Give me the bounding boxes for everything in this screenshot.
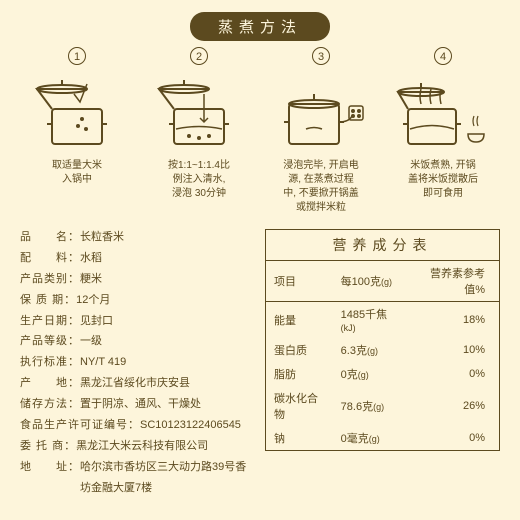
step-text: 浸泡完毕, 开启电源, 在蒸煮过程中, 不要掀开锅盖或搅拌米粒 bbox=[264, 159, 378, 215]
nutrition-table: 营养成分表 项目每100克(g)营养素参考值% 能量1485千焦(kJ)18%蛋… bbox=[265, 229, 500, 451]
nutri-amount: 78.6克(g) bbox=[333, 386, 407, 426]
spec-value: 粳米 bbox=[80, 269, 253, 290]
nutri-header: 每100克(g) bbox=[333, 261, 407, 302]
spec-label: 产品类别： bbox=[20, 269, 80, 290]
nutri-pct: 0% bbox=[406, 426, 499, 450]
step-illustration bbox=[20, 69, 134, 159]
step-text: 米饭煮熟, 开锅盖将米饭搅散后即可食用 bbox=[386, 159, 500, 201]
nutri-amount: 1485千焦(kJ) bbox=[333, 302, 407, 339]
spec-value: NY/T 419 bbox=[80, 352, 253, 373]
spec-value: 黑龙江大米云科技有限公司 bbox=[76, 436, 253, 457]
step-number: 3 bbox=[312, 47, 330, 65]
spec-value: 置于阴凉、通风、干燥处 bbox=[80, 394, 253, 415]
spec-label: 保 质 期： bbox=[20, 290, 76, 311]
nutri-amount: 0毫克(g) bbox=[333, 426, 407, 450]
spec-row: 执行标准：NY/T 419 bbox=[20, 352, 253, 373]
step-1: 1 取适量大米入锅中 bbox=[20, 47, 134, 215]
nutri-item: 脂肪 bbox=[266, 362, 333, 386]
spec-label: 储存方法： bbox=[20, 394, 80, 415]
spec-row: 产品类别：粳米 bbox=[20, 269, 253, 290]
nutri-row: 脂肪0克(g)0% bbox=[266, 362, 499, 386]
spec-label: 品 名： bbox=[20, 227, 80, 248]
spec-row: 食品生产许可证编号：SC10123122406545 bbox=[20, 415, 253, 436]
nutri-row: 能量1485千焦(kJ)18% bbox=[266, 302, 499, 339]
nutri-row: 钠0毫克(g)0% bbox=[266, 426, 499, 450]
spec-label: 产品等级： bbox=[20, 331, 80, 352]
nutri-pct: 0% bbox=[406, 362, 499, 386]
spec-value: SC10123122406545 bbox=[140, 415, 253, 436]
nutri-item: 能量 bbox=[266, 302, 333, 339]
spec-value: 见封口 bbox=[80, 311, 253, 332]
spec-row: 委 托 商：黑龙江大米云科技有限公司 bbox=[20, 436, 253, 457]
nutri-pct: 18% bbox=[406, 302, 499, 339]
spec-row: 配 料：水稻 bbox=[20, 248, 253, 269]
nutri-header: 项目 bbox=[266, 261, 333, 302]
step-number: 4 bbox=[434, 47, 452, 65]
step-text: 按1:1~1:1.4比例注入清水,浸泡 30分钟 bbox=[142, 159, 256, 201]
step-illustration bbox=[142, 69, 256, 159]
spec-row: 产 地：黑龙江省绥化市庆安县 bbox=[20, 373, 253, 394]
main-title: 蒸煮方法 bbox=[190, 12, 330, 41]
nutri-pct: 26% bbox=[406, 386, 499, 426]
spec-value: 长粒香米 bbox=[80, 227, 253, 248]
step-number: 1 bbox=[68, 47, 86, 65]
spec-label: 地 址： bbox=[20, 457, 80, 499]
nutri-item: 碳水化合物 bbox=[266, 386, 333, 426]
specs-list: 品 名：长粒香米配 料：水稻产品类别：粳米保 质 期：12个月生产日期：见封口产… bbox=[20, 227, 253, 499]
spec-row: 产品等级：一级 bbox=[20, 331, 253, 352]
nutri-pct: 10% bbox=[406, 338, 499, 362]
nutri-amount: 0克(g) bbox=[333, 362, 407, 386]
spec-value: 12个月 bbox=[76, 290, 253, 311]
spec-label: 生产日期： bbox=[20, 311, 80, 332]
nutri-header: 营养素参考值% bbox=[406, 261, 499, 302]
step-3: 3 浸泡完毕, 开启电源, 在蒸煮过程中, 不要掀开锅盖或搅拌米粒 bbox=[264, 47, 378, 215]
spec-label: 委 托 商： bbox=[20, 436, 76, 457]
step-2: 2 按1:1~1:1.4比例注入清水,浸泡 30分钟 bbox=[142, 47, 256, 215]
spec-label: 食品生产许可证编号： bbox=[20, 415, 140, 436]
nutri-amount: 6.3克(g) bbox=[333, 338, 407, 362]
spec-label: 产 地： bbox=[20, 373, 80, 394]
spec-row: 地 址：哈尔滨市香坊区三大动力路39号香坊金融大厦7楼 bbox=[20, 457, 253, 499]
step-number: 2 bbox=[190, 47, 208, 65]
spec-row: 生产日期：见封口 bbox=[20, 311, 253, 332]
spec-label: 配 料： bbox=[20, 248, 80, 269]
spec-row: 保 质 期：12个月 bbox=[20, 290, 253, 311]
nutrition-title: 营养成分表 bbox=[266, 230, 499, 261]
spec-value: 一级 bbox=[80, 331, 253, 352]
step-illustration bbox=[264, 69, 378, 159]
spec-row: 储存方法：置于阴凉、通风、干燥处 bbox=[20, 394, 253, 415]
step-text: 取适量大米入锅中 bbox=[20, 159, 134, 187]
nutri-item: 蛋白质 bbox=[266, 338, 333, 362]
step-4: 4 米饭煮熟, 开锅盖将米饭搅散后即可食用 bbox=[386, 47, 500, 215]
spec-row: 品 名：长粒香米 bbox=[20, 227, 253, 248]
spec-value: 黑龙江省绥化市庆安县 bbox=[80, 373, 253, 394]
step-illustration bbox=[386, 69, 500, 159]
steps-row: 1 取适量大米入锅中 2 按1:1~1:1.4比例注入清水,浸泡 30分钟 3 浸泡完毕,… bbox=[20, 47, 500, 215]
spec-value: 哈尔滨市香坊区三大动力路39号香坊金融大厦7楼 bbox=[80, 457, 253, 499]
spec-label: 执行标准： bbox=[20, 352, 80, 373]
spec-value: 水稻 bbox=[80, 248, 253, 269]
nutri-item: 钠 bbox=[266, 426, 333, 450]
nutri-row: 碳水化合物78.6克(g)26% bbox=[266, 386, 499, 426]
nutri-row: 蛋白质6.3克(g)10% bbox=[266, 338, 499, 362]
